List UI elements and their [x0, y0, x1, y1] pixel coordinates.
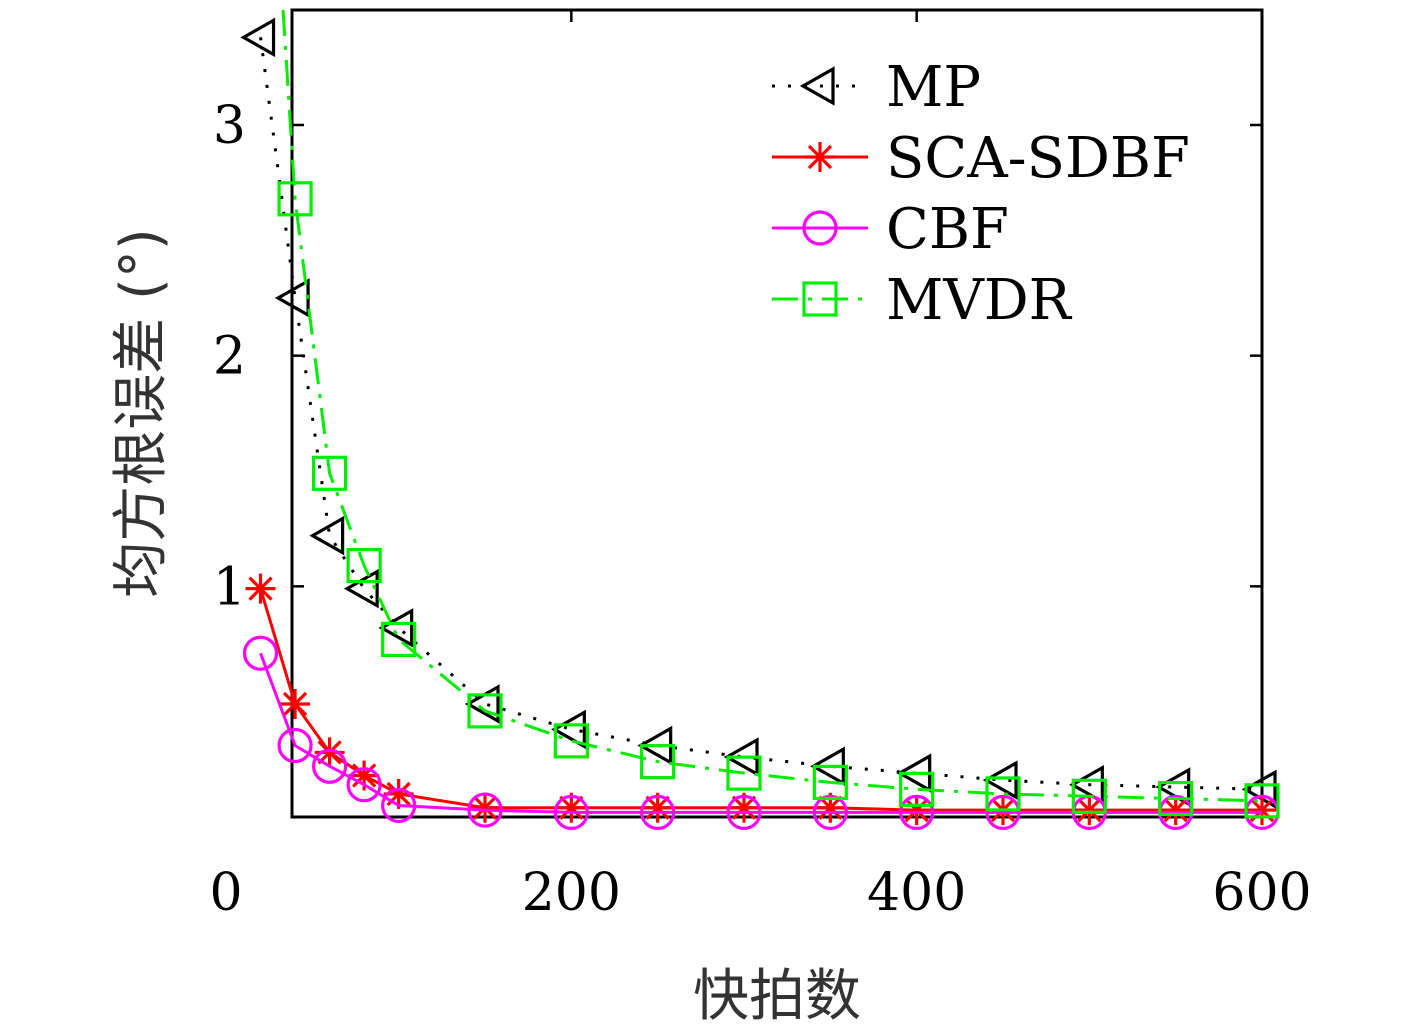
series-layer	[240, 9, 1280, 830]
legend-label: SCA-SDBF	[886, 126, 1190, 191]
y-tick-label: 2	[213, 327, 246, 387]
x-tick-label: 0	[209, 863, 242, 923]
data-point-sca-sdbf	[556, 792, 587, 823]
legend-marker	[802, 210, 838, 246]
data-point-mvdr	[812, 764, 848, 801]
data-point-mp	[343, 568, 379, 609]
x-axis-title: 快拍数	[693, 964, 861, 1029]
legend-marker	[799, 66, 835, 106]
data-point-sca-sdbf	[349, 760, 380, 791]
data-point-cbf	[467, 792, 503, 828]
data-point-mvdr	[467, 693, 503, 729]
data-point-sca-sdbf	[1247, 795, 1277, 826]
data-point-mp	[378, 608, 414, 648]
data-point-cbf	[242, 635, 279, 671]
y-tick-label: 3	[213, 96, 246, 156]
data-point-mp	[240, 17, 276, 58]
legend-label: MP	[886, 55, 981, 120]
data-point-cbf	[346, 767, 382, 803]
data-point-mvdr	[553, 723, 589, 759]
x-tick-label: 400	[867, 863, 966, 923]
data-point-sca-sdbf	[314, 737, 345, 768]
legend-marker	[805, 142, 835, 172]
data-point-mvdr	[640, 744, 676, 780]
data-point-sca-sdbf	[1074, 795, 1105, 826]
y-axis-ticks: 1 2 3	[213, 96, 1262, 617]
data-point-sca-sdbf	[901, 795, 932, 826]
data-point-sca-sdbf	[642, 792, 673, 823]
data-point-mvdr	[899, 771, 935, 807]
data-point-cbf	[553, 794, 589, 830]
x-axis-ticks: 0 200 400 600	[209, 10, 1312, 923]
data-point-sca-sdbf	[470, 792, 500, 823]
x-tick-label: 200	[522, 863, 621, 923]
series-sca-sdbf	[245, 573, 1277, 826]
data-point-cbf	[812, 794, 848, 830]
data-point-cbf	[312, 748, 348, 784]
data-point-mp	[464, 684, 500, 724]
data-point-mvdr	[1158, 780, 1194, 817]
data-point-cbf	[640, 794, 676, 830]
data-point-sca-sdbf	[1160, 795, 1191, 826]
data-point-sca-sdbf	[383, 778, 414, 809]
plot-frame	[290, 8, 1264, 819]
data-point-mvdr	[312, 455, 348, 491]
data-point-mp	[309, 515, 345, 556]
y-axis-title: 均方根误差 (°)	[109, 228, 174, 598]
data-point-sca-sdbf	[815, 792, 846, 823]
data-point-mvdr	[1071, 778, 1107, 814]
data-point-cbf	[381, 787, 417, 824]
data-point-mp	[551, 709, 586, 750]
series-line-cbf	[259, 652, 1262, 814]
data-point-cbf	[899, 794, 935, 830]
data-point-sca-sdbf	[729, 792, 759, 823]
legend-label: CBF	[886, 197, 1009, 262]
data-point-mp	[1069, 764, 1104, 805]
legend-label: MVDR	[886, 268, 1073, 333]
y-tick-label: 1	[213, 557, 246, 617]
data-point-mp	[982, 760, 1018, 800]
data-point-mvdr	[1244, 783, 1280, 819]
data-point-cbf	[985, 794, 1021, 830]
data-point-mvdr	[346, 547, 382, 584]
data-point-mvdr	[277, 181, 313, 217]
x-tick-label: 600	[1212, 863, 1311, 923]
legend-marker	[802, 281, 838, 317]
data-point-sca-sdbf	[280, 688, 311, 719]
data-point-cbf	[277, 727, 313, 764]
data-point-mvdr	[381, 621, 417, 657]
series-mvdr	[277, 9, 1280, 819]
data-point-cbf	[726, 794, 762, 830]
data-point-mvdr	[726, 755, 762, 791]
data-point-sca-sdbf	[245, 573, 276, 604]
data-point-mvdr	[985, 776, 1021, 812]
series-line-mvdr	[281, 9, 1263, 803]
